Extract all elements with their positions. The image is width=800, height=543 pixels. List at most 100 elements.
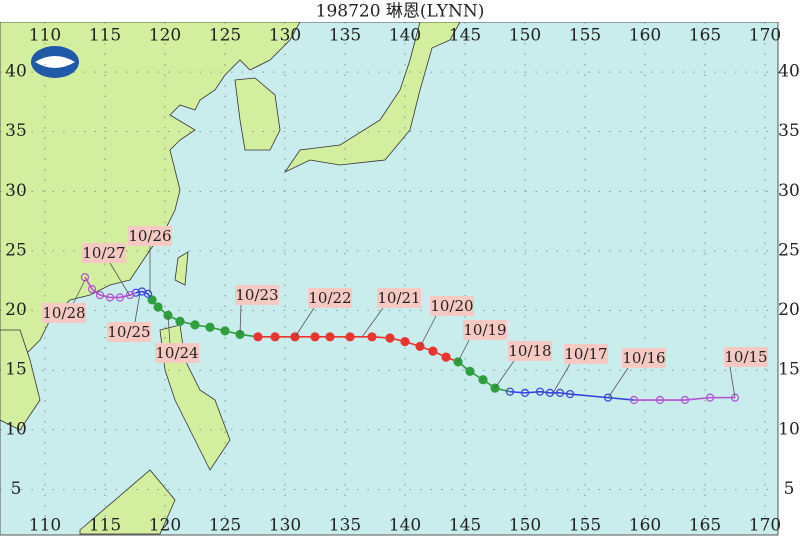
y-tick-label: 10 <box>5 419 27 439</box>
track-point <box>325 332 335 342</box>
track-point <box>478 375 488 385</box>
track-point <box>105 293 115 302</box>
track-point <box>95 290 105 300</box>
label-box <box>308 288 352 308</box>
track-point <box>220 326 230 336</box>
track-point <box>147 295 157 305</box>
label-box <box>42 303 86 323</box>
label-box <box>128 226 172 246</box>
x-tick-label: 110 <box>29 26 61 46</box>
label-leader <box>167 315 171 344</box>
track-segment <box>569 393 609 399</box>
track-point <box>137 287 147 296</box>
x-tick-label: 170 <box>749 26 781 46</box>
date-label: 10/21 <box>377 289 420 307</box>
y-tick-label: 35 <box>5 121 27 141</box>
track-point <box>535 387 545 396</box>
date-label: 10/20 <box>430 297 473 315</box>
x-tick-label: 130 <box>269 516 301 536</box>
title-bar <box>0 0 800 22</box>
track-segment <box>84 276 93 290</box>
label-leader <box>239 304 242 336</box>
track-segment <box>91 288 101 296</box>
track-point <box>345 332 355 342</box>
track-segment <box>684 396 711 401</box>
track-point <box>400 336 410 347</box>
track-point <box>465 366 475 376</box>
track-point <box>310 332 320 342</box>
track-point <box>555 388 565 397</box>
label-box <box>377 288 421 308</box>
y-tick-label: 5 <box>784 479 795 499</box>
date-label: 10/19 <box>463 321 506 339</box>
track-point <box>565 389 575 399</box>
y-tick-label: 30 <box>5 181 27 201</box>
label-box <box>107 322 151 342</box>
y-tick-label: 40 <box>5 62 27 82</box>
label-box <box>508 341 552 361</box>
track-segment <box>524 390 541 394</box>
track-point <box>153 302 163 312</box>
label-box <box>622 348 666 368</box>
date-label: 10/15 <box>724 348 767 366</box>
label-box <box>564 344 608 364</box>
track-point <box>730 393 740 402</box>
x-tick-label: 120 <box>149 516 181 536</box>
track-point <box>428 346 438 356</box>
track-point <box>505 387 515 396</box>
label-leader <box>294 307 315 338</box>
track-point <box>253 332 263 342</box>
track-point <box>205 322 215 332</box>
x-tick-label: 120 <box>149 26 181 46</box>
y-tick-label: 5 <box>11 479 22 499</box>
date-label: 10/27 <box>82 244 125 262</box>
x-tick-label: 115 <box>89 516 121 536</box>
track-point <box>655 395 665 405</box>
label-box <box>463 320 507 340</box>
date-label: 10/18 <box>508 342 551 360</box>
label-box <box>155 343 199 363</box>
x-tick-label: 160 <box>629 26 661 46</box>
x-tick-label: 170 <box>749 516 781 536</box>
x-tick-label: 160 <box>629 516 661 536</box>
track-point <box>629 395 639 405</box>
track-point <box>270 332 280 342</box>
date-label: 10/28 <box>42 304 85 322</box>
track-segment <box>509 390 526 394</box>
label-box <box>235 285 279 305</box>
track-point <box>705 393 715 402</box>
track-segment <box>539 390 551 394</box>
label-box <box>724 347 768 367</box>
track-point <box>385 333 395 343</box>
y-tick-label: 20 <box>778 300 800 320</box>
date-label: 10/25 <box>107 323 150 341</box>
label-box <box>430 296 474 316</box>
map-title: 198720 琳恩(LYNN) <box>316 2 485 22</box>
label-leader <box>419 315 437 348</box>
x-tick-label: 125 <box>209 516 241 536</box>
x-tick-label: 140 <box>389 516 421 536</box>
label-box <box>82 243 126 263</box>
x-tick-label: 140 <box>389 26 421 46</box>
y-tick-label: 20 <box>5 300 27 320</box>
track-point <box>125 290 135 300</box>
x-tick-label: 110 <box>29 516 61 536</box>
x-tick-label: 165 <box>689 26 721 46</box>
x-tick-label: 145 <box>449 26 481 46</box>
track-segment <box>607 396 635 401</box>
x-tick-label: 135 <box>329 516 361 536</box>
y-tick-label: 40 <box>778 62 800 82</box>
y-tick-label: 35 <box>778 121 800 141</box>
x-tick-label: 130 <box>269 26 301 46</box>
label-leader <box>552 363 571 394</box>
x-tick-label: 145 <box>449 516 481 536</box>
y-tick-label: 25 <box>5 240 27 260</box>
label-leader <box>134 292 141 323</box>
y-tick-label: 10 <box>778 419 800 439</box>
track-segment <box>99 294 111 299</box>
x-tick-label: 150 <box>509 26 541 46</box>
track-point <box>490 383 500 393</box>
x-tick-label: 165 <box>689 516 721 536</box>
y-tick-label: 25 <box>778 240 800 260</box>
track-point <box>190 320 200 330</box>
